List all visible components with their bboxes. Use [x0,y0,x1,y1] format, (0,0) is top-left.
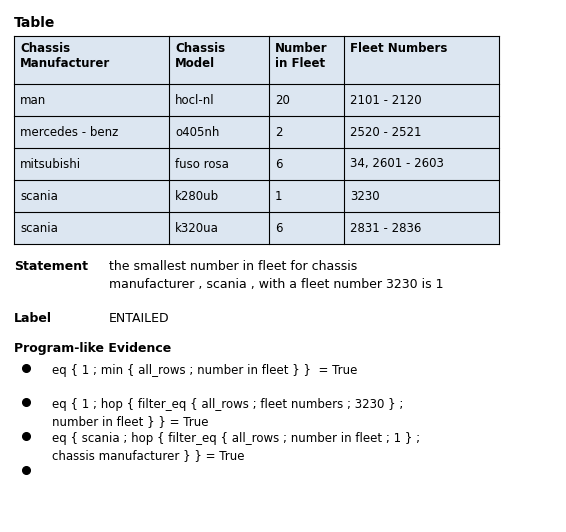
Text: k280ub: k280ub [175,189,219,203]
Bar [14,36,499,84]
Text: 2520 - 2521: 2520 - 2521 [350,126,422,138]
Text: eq { 1 ; min { all_rows ; number in fleet } }  = True: eq { 1 ; min { all_rows ; number in flee… [52,364,357,377]
Text: mitsubishi: mitsubishi [20,157,81,170]
Text: scania: scania [20,189,58,203]
Text: Table: Table [14,16,55,30]
Text: hocl-nl: hocl-nl [175,94,215,106]
Bar [14,212,499,244]
Text: eq { 1 ; hop { filter_eq { all_rows ; fleet numbers ; 3230 } ;
number in fleet }: eq { 1 ; hop { filter_eq { all_rows ; fl… [52,398,404,428]
Bar [14,84,499,116]
Text: eq { scania ; hop { filter_eq { all_rows ; number in fleet ; 1 } ;
chassis manuf: eq { scania ; hop { filter_eq { all_rows… [52,432,420,462]
Bar [14,180,499,212]
Text: 2831 - 2836: 2831 - 2836 [350,221,421,235]
Text: Fleet Numbers: Fleet Numbers [350,42,447,55]
Text: Label: Label [14,312,52,325]
Text: Program-like Evidence: Program-like Evidence [14,342,171,355]
Bar [14,148,499,180]
Text: fuso rosa: fuso rosa [175,157,229,170]
Text: ENTAILED: ENTAILED [109,312,170,325]
Text: 20: 20 [275,94,290,106]
Text: 6: 6 [275,157,282,170]
Text: the smallest number in fleet for chassis
manufacturer , scania , with a fleet nu: the smallest number in fleet for chassis… [109,260,444,291]
Bar [14,116,499,148]
Text: Chassis
Manufacturer: Chassis Manufacturer [20,42,110,70]
Text: 2: 2 [275,126,282,138]
Text: k320ua: k320ua [175,221,219,235]
Text: man: man [20,94,46,106]
Text: 3230: 3230 [350,189,380,203]
Text: 6: 6 [275,221,282,235]
Text: 1: 1 [275,189,282,203]
Text: Statement: Statement [14,260,88,273]
Text: mercedes - benz: mercedes - benz [20,126,118,138]
Text: o405nh: o405nh [175,126,220,138]
Text: 2101 - 2120: 2101 - 2120 [350,94,422,106]
Text: Number
in Fleet: Number in Fleet [275,42,328,70]
Text: Chassis
Model: Chassis Model [175,42,225,70]
Text: 34, 2601 - 2603: 34, 2601 - 2603 [350,157,444,170]
Text: scania: scania [20,221,58,235]
